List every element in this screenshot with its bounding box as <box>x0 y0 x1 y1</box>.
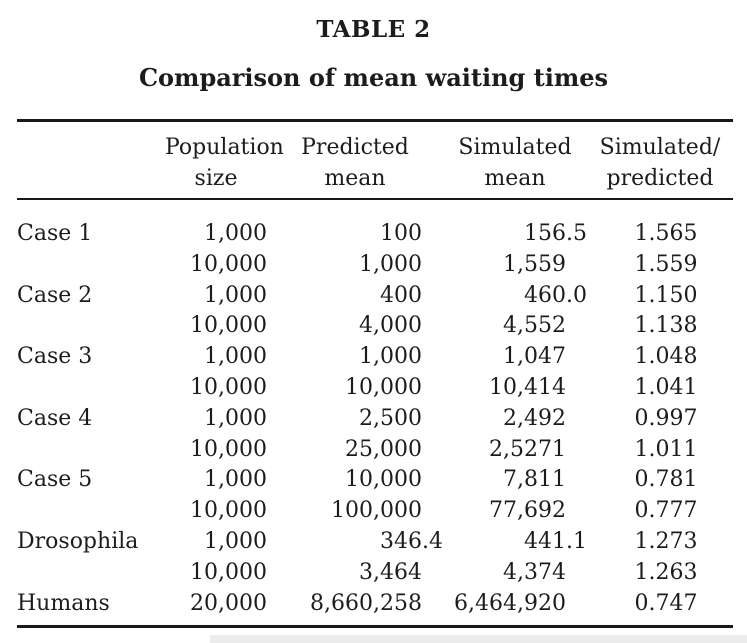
simulated-mean-value: 156.5 <box>524 221 587 246</box>
row-label: Case 4 <box>17 405 93 431</box>
predicted-mean-value: 10,000.0 <box>345 374 422 400</box>
ratio-value: 1.559 <box>634 251 698 277</box>
simulated-mean-value: 1,559.0 <box>503 251 566 277</box>
population-size-value: 1,000 <box>204 221 267 246</box>
population-size-value: 10,000 <box>190 559 267 585</box>
population-size-value: 10,000 <box>190 251 267 277</box>
predicted-mean-value: 8,660,258.0 <box>310 590 422 616</box>
header-row: Population size Predicted mean Simulated… <box>17 120 733 200</box>
population-size-value: 10,000 <box>190 498 267 524</box>
ratio-value: 1.138 <box>634 313 698 339</box>
table-row: Case 4 1,000 2,500.0 2,492.0 0.997 <box>17 404 733 435</box>
simulated-mean-value: 2,492.0 <box>503 405 566 431</box>
population-size-value: 10,000 <box>190 313 267 339</box>
table-row: Case 3 1,000 1,000.0 1,047.0 1.048 <box>17 342 733 373</box>
col-header-line: Simulated/ <box>599 135 721 160</box>
ratio-value: 0.997 <box>634 405 698 431</box>
population-size-value: 10,000 <box>190 436 267 462</box>
simulated-mean-value: 441.1 <box>524 528 587 554</box>
population-size-value: 1,000 <box>204 344 267 370</box>
row-label <box>17 496 165 527</box>
predicted-mean-value: 1,000.0 <box>359 344 422 370</box>
col-header-line: Population <box>165 135 284 160</box>
simulated-mean-value: 460.0 <box>524 282 587 308</box>
ratio-value: 1.565 <box>634 221 698 246</box>
table-row: 10,000 1,000.0 1,559.0 1.559 <box>17 250 733 281</box>
row-label: Humans <box>17 590 110 616</box>
col-header-line: size <box>194 166 238 191</box>
waiting-times-table: Population size Predicted mean Simulated… <box>17 119 733 629</box>
col-header-line: predicted <box>606 166 714 191</box>
predicted-mean-value: 400.0 <box>380 282 422 308</box>
ratio-value: 1.011 <box>634 436 698 462</box>
col-header-line: Simulated <box>458 135 572 160</box>
simulated-mean-value: 7,811.0 <box>503 467 566 493</box>
population-size-value: 1,000 <box>204 405 267 431</box>
row-header-spacer <box>17 120 165 200</box>
col-header-simulated-mean: Simulated mean <box>443 120 587 200</box>
table-row: 10,000 25,000.0 2,5271.0 1.011 <box>17 435 733 466</box>
row-label <box>17 435 165 466</box>
table-number-title: TABLE 2 <box>316 16 431 43</box>
table-row: Case 5 1,000 10,000.0 7,811.0 0.781 <box>17 465 733 496</box>
simulated-mean-value: 4,374.0 <box>503 559 566 585</box>
table-row: 10,000 10,000.0 10,414.0 1.041 <box>17 373 733 404</box>
predicted-mean-value: 25,000.0 <box>345 436 422 462</box>
simulated-mean-value: 10,414.0 <box>489 374 566 400</box>
row-label <box>17 373 165 404</box>
scan-edge-artifact <box>210 635 747 643</box>
ratio-value: 0.781 <box>634 467 698 493</box>
table-row: Drosophila 1,000 346.4 441.1 1.273 <box>17 527 733 558</box>
col-header-simulated-predicted-ratio: Simulated/ predicted <box>587 120 733 200</box>
table-row: 10,000 4,000.0 4,552.0 1.138 <box>17 311 733 342</box>
predicted-mean-value: 3,464.0 <box>359 559 422 585</box>
table-header: Population size Predicted mean Simulated… <box>17 120 733 200</box>
predicted-mean-value: 346.4 <box>380 528 443 554</box>
ratio-value: 0.777 <box>634 498 698 524</box>
ratio-value: 1.041 <box>634 374 698 400</box>
predicted-mean-value: 1,000.0 <box>359 251 422 277</box>
col-header-line: mean <box>484 166 546 191</box>
row-label: Case 3 <box>17 344 93 370</box>
ratio-value: 1.048 <box>634 344 698 370</box>
ratio-value: 1.273 <box>634 528 698 554</box>
row-label: Case 5 <box>17 467 93 493</box>
population-size-value: 10,000 <box>190 374 267 400</box>
row-label: Case 1 <box>17 221 93 246</box>
row-label: Drosophila <box>17 528 139 554</box>
predicted-mean-value: 10,000.0 <box>345 467 422 493</box>
table-row: Case 2 1,000 400.0 460.0 1.150 <box>17 281 733 312</box>
row-label <box>17 250 165 281</box>
simulated-mean-value: 77,692.0 <box>489 498 566 524</box>
population-size-value: 1,000 <box>204 528 267 554</box>
table-row: Case 1 1,000 100.0 156.5 1.565 <box>17 199 733 250</box>
table-body: Case 11,000100.0156.51.56510,0001,000.01… <box>17 199 733 627</box>
predicted-mean-value: 2,500.0 <box>359 405 422 431</box>
row-label <box>17 311 165 342</box>
simulated-mean-value: 6,464,920.0 <box>454 590 566 616</box>
simulated-mean-value: 4,552.0 <box>503 313 566 339</box>
ratio-value: 0.747 <box>634 590 698 616</box>
predicted-mean-value: 100,000.0 <box>331 498 422 524</box>
row-label <box>17 558 165 589</box>
population-size-value: 1,000 <box>204 467 267 493</box>
simulated-mean-value: 1,047.0 <box>503 344 566 370</box>
predicted-mean-value: 4,000.0 <box>359 313 422 339</box>
col-header-line: mean <box>324 166 386 191</box>
population-size-value: 20,000 <box>190 590 267 616</box>
table-row: Humans 20,000 8,660,258.0 6,464,920.0 0.747 <box>17 589 733 627</box>
predicted-mean-value: 100.0 <box>380 221 422 246</box>
row-label: Case 2 <box>17 282 93 308</box>
ratio-value: 1.263 <box>634 559 698 585</box>
table-row: 10,000 3,464.0 4,374.0 1.263 <box>17 558 733 589</box>
col-header-population-size: Population size <box>165 120 284 200</box>
population-size-value: 1,000 <box>204 282 267 308</box>
table-caption: Comparison of mean waiting times <box>138 63 609 92</box>
col-header-line: Predicted <box>301 135 409 160</box>
col-header-predicted-mean: Predicted mean <box>267 120 443 200</box>
ratio-value: 1.150 <box>634 282 698 308</box>
simulated-mean-value: 2,5271.0 <box>489 436 566 462</box>
table-row: 10,000 100,000.0 77,692.0 0.777 <box>17 496 733 527</box>
